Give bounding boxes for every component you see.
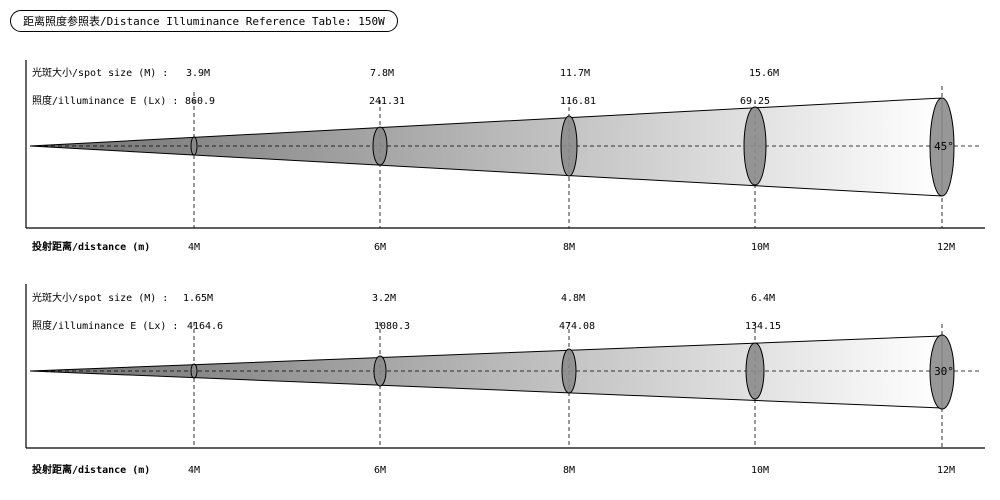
distance-tick-label: 6M (373, 465, 387, 476)
spot-size-value: 1.65M (182, 293, 214, 304)
illuminance-value: 474.08 (558, 321, 596, 332)
spot-size-value: 4.8M (560, 293, 586, 304)
beam-cone (29, 335, 943, 409)
ellipse-10m (745, 342, 765, 400)
beam-ellipses (190, 334, 955, 410)
beam-diagram-svg (25, 284, 985, 449)
beam-angle-label: 30° (934, 365, 954, 378)
beam-panel-30: 光斑大小/spot size (M) : 照度/illuminance E (L… (0, 280, 1000, 495)
spot-size-value: 11.7M (559, 68, 591, 79)
illuminance-label: 照度/illuminance E (Lx) : (32, 321, 179, 332)
beam-angle-label: 45° (934, 140, 954, 153)
ellipse-12m (929, 97, 955, 197)
ellipse-4m (190, 363, 198, 379)
illuminance-value: 116.81 (559, 96, 597, 107)
distance-tick-label: 6M (373, 242, 387, 253)
distance-label: 投射距离/distance (m) (32, 465, 151, 476)
table-title: 距离照度参照表/Distance Illuminance Reference T… (10, 10, 398, 32)
ellipse-10m (743, 106, 767, 186)
spot-size-value: 7.8M (369, 68, 395, 79)
distance-tick-label: 12M (936, 465, 956, 476)
illuminance-value: 860.9 (184, 96, 216, 107)
distance-tick-label: 4M (187, 465, 201, 476)
illuminance-label: 照度/illuminance E (Lx) : (32, 96, 179, 107)
distance-tick-label: 10M (750, 242, 770, 253)
distance-tick-label: 4M (187, 242, 201, 253)
ellipse-6m (372, 126, 388, 166)
spot-size-value: 3.2M (371, 293, 397, 304)
ellipse-8m (560, 115, 578, 177)
ellipse-6m (373, 355, 387, 387)
ellipse-12m (929, 334, 955, 410)
illuminance-value: 4164.6 (186, 321, 224, 332)
distance-tick-label: 12M (936, 242, 956, 253)
distance-tick-label: 8M (562, 242, 576, 253)
spot-size-value: 15.6M (748, 68, 780, 79)
spot-size-value: 6.4M (750, 293, 776, 304)
distance-label: 投射距离/distance (m) (32, 242, 151, 253)
illuminance-value: 241.31 (368, 96, 406, 107)
ellipse-4m (190, 136, 198, 156)
beam-diagram-svg (25, 60, 985, 229)
illuminance-value: 1080.3 (373, 321, 411, 332)
spot-size-label: 光斑大小/spot size (M) : (32, 293, 169, 304)
beam-cone (29, 97, 943, 197)
illuminance-value: 134.15 (744, 321, 782, 332)
illuminance-value: 69.25 (739, 96, 771, 107)
beam-panel-45: 光斑大小/spot size (M) : 照度/illuminance E (L… (0, 50, 1000, 260)
beam-ellipses (190, 97, 955, 197)
distance-tick-label: 8M (562, 465, 576, 476)
spot-size-label: 光斑大小/spot size (M) : (32, 68, 169, 79)
ellipse-8m (561, 348, 577, 394)
distance-tick-label: 10M (750, 465, 770, 476)
spot-size-value: 3.9M (185, 68, 211, 79)
